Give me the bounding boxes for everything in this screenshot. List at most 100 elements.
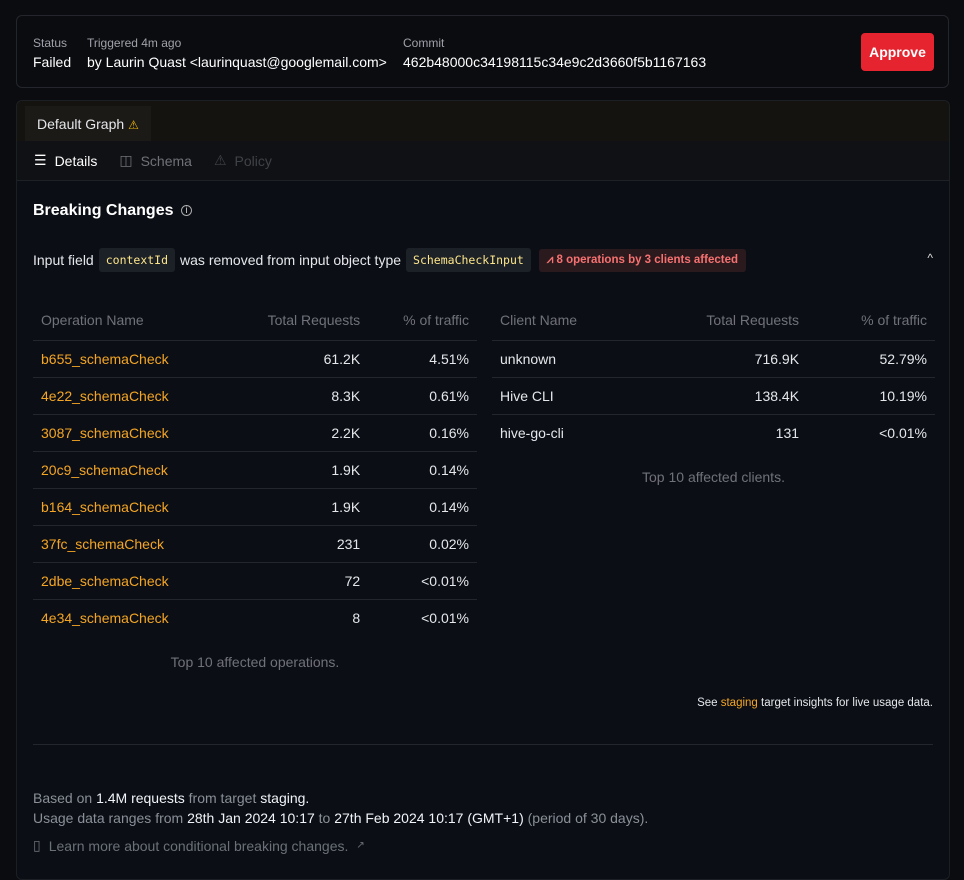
traffic-percent: <0.01% [368, 562, 477, 600]
traffic-percent: 0.14% [368, 451, 477, 489]
clients-table: Client Name Total Requests% of traffic un… [492, 300, 935, 451]
total-requests: 1.9K [223, 451, 369, 489]
total-requests: 72 [223, 562, 369, 600]
table-row: Hive CLI 138.4K 10.19% [492, 377, 935, 415]
total-requests: 1.9K [223, 488, 369, 526]
operation-link[interactable]: b164_schemaCheck [33, 488, 224, 526]
total-requests: 8.3K [223, 377, 369, 415]
info-icon[interactable]: i [181, 205, 192, 216]
traffic-percent: <0.01% [421, 609, 469, 626]
col-header: Total Requests [223, 300, 369, 341]
traffic-percent: 0.14% [368, 488, 477, 526]
type-name: SchemaCheckInput [406, 248, 531, 272]
client-name: Hive CLI [492, 377, 638, 415]
warning-icon: ⚠ [213, 152, 227, 168]
period: (period of 30 days). [527, 810, 649, 826]
columns-icon: ◫ [119, 152, 133, 168]
schema-check-panel: Default Graph ⚠ ☰ Details ◫ Schema ⚠ Policy… [16, 100, 950, 880]
col-header: Client Name [492, 300, 638, 341]
check-header-card: Status Failed Triggered 4m ago by Laurin Q… [16, 15, 949, 88]
breaking-change-row[interactable]: Input field contextId was removed from i… [33, 248, 747, 272]
commit: Commit 462b48000c34198115c34e9c2d3660f5b1… [403, 36, 706, 70]
learn-more-text: Learn more about conditional breaking ch… [48, 837, 349, 854]
traffic-percent: 0.02% [368, 525, 477, 563]
col-header: Operation Name [33, 300, 224, 341]
operation-link[interactable]: b655_schemaCheck [33, 340, 224, 378]
range-start: 28th Jan 2024 10:17 [187, 810, 315, 826]
external-link-icon: ↗ [356, 840, 365, 851]
triggered: Triggered 4m ago by Laurin Quast <laurinq… [87, 36, 387, 70]
affected-badge: ⩘ 8 operations by 3 clients affected [538, 248, 747, 272]
subnav-policy[interactable]: ⚠ Policy [214, 152, 272, 169]
t: Usage data ranges from [33, 810, 184, 826]
client-name: unknown [492, 340, 638, 378]
book-icon: ▯ [33, 837, 41, 853]
learn-more-link[interactable]: ▯ Learn more about conditional breaking c… [33, 837, 365, 854]
change-text: Input field [33, 252, 94, 268]
affected-text: 8 operations by 3 clients affected [556, 253, 739, 266]
client-name: hive-go-cli [500, 424, 564, 441]
status-value: Failed [33, 54, 72, 70]
triggered-label: Triggered 4m ago [87, 36, 182, 50]
table-row: 2dbe_schemaCheck 72 <0.01% [33, 562, 477, 600]
staging-link[interactable]: staging [720, 697, 758, 709]
usage-summary: Based on 1.4M requests from target stagi… [33, 788, 648, 828]
status: Status Failed [33, 36, 71, 70]
pulse-icon: ⩘ [546, 253, 557, 266]
traffic-percent: 10.19% [807, 377, 935, 415]
table-row: 3087_schemaCheck 2.2K 0.16% [33, 414, 477, 452]
traffic-percent: 0.16% [368, 414, 477, 452]
subnav: ☰ Details ◫ Schema ⚠ Policy [17, 141, 949, 181]
field-name: contextId [98, 248, 176, 272]
tab-default-graph[interactable]: Default Graph ⚠ [25, 106, 151, 141]
operation-link[interactable]: 4e34_schemaCheck [41, 609, 169, 626]
status-label: Status [33, 36, 68, 50]
tab-bar: Default Graph ⚠ [17, 101, 949, 141]
traffic-percent: 52.79% [807, 340, 935, 378]
operation-link[interactable]: 4e22_schemaCheck [33, 377, 224, 415]
subnav-label: Details [54, 152, 98, 169]
traffic-percent: <0.01% [879, 424, 927, 441]
t: to [318, 810, 331, 826]
total-requests: 138.4K [637, 377, 808, 415]
operation-link[interactable]: 37fc_schemaCheck [33, 525, 224, 563]
table-row: 37fc_schemaCheck 231 0.02% [33, 525, 477, 563]
table-row: hive-go-cli 131 <0.01% [492, 414, 935, 451]
total-requests: 2.2K [223, 414, 369, 452]
subnav-schema[interactable]: ◫ Schema [119, 152, 192, 169]
list-icon: ☰ [34, 152, 47, 168]
total-requests: 61.2K [223, 340, 369, 378]
section-title: Breaking Changes [33, 202, 174, 219]
clients-caption: Top 10 affected clients. [642, 469, 785, 485]
table-row: unknown 716.9K 52.79% [492, 340, 935, 378]
note-text: target insights for live usage data. [761, 697, 933, 709]
col-header: Total Requests [637, 300, 808, 341]
col-header: % of traffic [368, 300, 477, 341]
operations-table: Operation Name Total Requests% of traffic… [33, 300, 477, 636]
commit-label: Commit [403, 36, 445, 50]
range-end: 27th Feb 2024 10:17 (GMT+1) [334, 810, 524, 826]
operation-link[interactable]: 3087_schemaCheck [33, 414, 224, 452]
subnav-details[interactable]: ☰ Details [34, 152, 97, 169]
note-text: See [697, 697, 718, 709]
table-row: 4e34_schemaCheck 8 <0.01% [33, 599, 477, 636]
tab-label: Default Graph [37, 116, 125, 132]
approve-button[interactable]: Approve [861, 33, 934, 71]
subnav-label: Policy [234, 152, 272, 169]
t: Based on [33, 790, 93, 806]
table-row: 4e22_schemaCheck 8.3K 0.61% [33, 377, 477, 415]
table-row: b655_schemaCheck 61.2K 4.51% [33, 340, 477, 378]
table-row: b164_schemaCheck 1.9K 0.14% [33, 488, 477, 526]
total-requests: 131 [775, 424, 800, 441]
traffic-percent: 4.51% [368, 340, 477, 378]
total-requests: 8 [352, 609, 361, 626]
warning-icon: ⚠ [128, 118, 139, 132]
total-requests: 716.9K [637, 340, 808, 378]
table-row: 20c9_schemaCheck 1.9K 0.14% [33, 451, 477, 489]
triggered-by: by Laurin Quast <laurinquast@googlemail.… [87, 54, 387, 70]
chevron-up-icon[interactable]: ^ [927, 251, 933, 265]
total-requests: 231 [223, 525, 369, 563]
operation-link[interactable]: 2dbe_schemaCheck [33, 562, 224, 600]
col-header: % of traffic [807, 300, 935, 341]
operation-link[interactable]: 20c9_schemaCheck [33, 451, 224, 489]
